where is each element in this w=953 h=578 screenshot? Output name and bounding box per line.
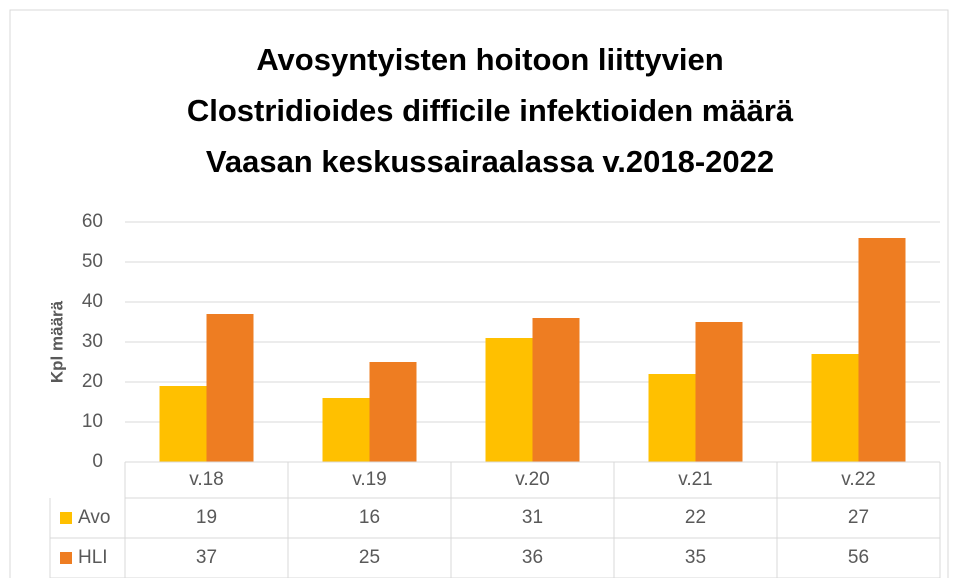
legend-label: HLI <box>78 547 108 568</box>
y-tick-label: 50 <box>82 251 103 272</box>
table-value: 37 <box>196 547 217 568</box>
table-value: 27 <box>848 507 869 528</box>
table-value: 56 <box>848 547 869 568</box>
bar <box>858 238 906 462</box>
x-tick-label: v.20 <box>515 469 550 490</box>
table-value: 35 <box>685 547 706 568</box>
y-tick-label: 20 <box>82 371 103 392</box>
y-tick-label: 40 <box>82 291 103 312</box>
legend-swatch <box>60 512 72 524</box>
bar <box>159 386 207 462</box>
table-value: 16 <box>359 507 380 528</box>
x-tick-label: v.19 <box>352 469 387 490</box>
chart-title: Vaasan keskussairaalassa v.2018-2022 <box>206 144 774 179</box>
chart-border <box>9 9 949 578</box>
x-tick-label: v.21 <box>678 469 713 490</box>
y-tick-label: 60 <box>82 211 103 232</box>
chart-title: Clostridioides difficile infektioiden mä… <box>187 93 794 128</box>
table-value: 36 <box>522 547 543 568</box>
bar <box>206 314 254 462</box>
y-tick-label: 30 <box>82 331 103 352</box>
bar <box>695 322 743 462</box>
legend-swatch <box>60 552 72 564</box>
table-value: 31 <box>522 507 543 528</box>
table-value: 25 <box>359 547 380 568</box>
table-value: 19 <box>196 507 217 528</box>
bar <box>648 374 696 462</box>
bar <box>485 338 533 462</box>
y-tick-label: 10 <box>82 411 103 432</box>
legend-label: Avo <box>78 507 110 528</box>
x-tick-label: v.18 <box>189 469 224 490</box>
bar <box>532 318 580 462</box>
bar <box>369 362 417 462</box>
y-axis-label: Kpl määrä <box>47 300 66 383</box>
bar <box>322 398 370 462</box>
x-tick-label: v.22 <box>841 469 876 490</box>
y-tick-label: 0 <box>92 451 103 472</box>
chart-title: Avosyntyisten hoitoon liittyvien <box>256 42 723 77</box>
bar <box>811 354 859 462</box>
table-value: 22 <box>685 507 706 528</box>
